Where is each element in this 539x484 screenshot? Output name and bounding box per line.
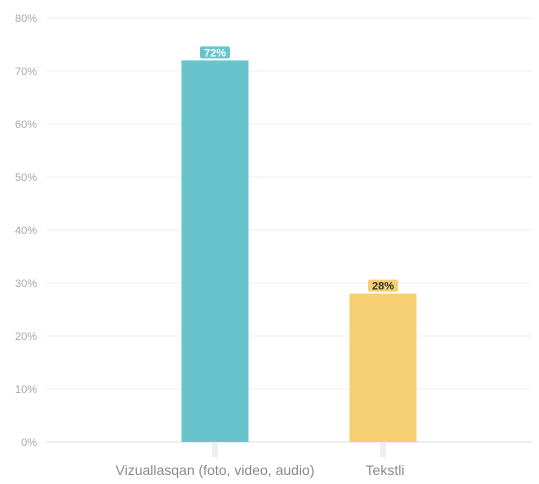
y-tick-label: 30% xyxy=(15,278,37,290)
data-label-badge xyxy=(368,279,398,292)
data-label-badge xyxy=(200,46,230,59)
bar[interactable] xyxy=(349,293,417,442)
x-axis-ticks: Vizuallasqan (foto, video, audio) Tekstli xyxy=(116,443,405,478)
y-tick-label: 60% xyxy=(15,119,37,131)
y-axis-ticks: 0% 10% 20% 30% 40% 50% 60% 70% 80% xyxy=(15,13,37,449)
y-tick-label: 50% xyxy=(15,172,37,184)
y-tick-label: 80% xyxy=(15,13,37,25)
x-category-label: Tekstli xyxy=(366,462,405,478)
y-tick-label: 0% xyxy=(21,437,37,449)
bar[interactable] xyxy=(181,60,249,443)
x-tick-mark xyxy=(212,443,218,457)
data-labels: 72% 28% xyxy=(200,46,398,293)
grid-lines xyxy=(46,17,532,443)
y-tick-label: 40% xyxy=(15,225,37,237)
data-label: 72% xyxy=(204,47,226,59)
y-tick-label: 10% xyxy=(15,384,37,396)
data-label: 28% xyxy=(372,281,394,293)
y-tick-label: 20% xyxy=(15,331,37,343)
x-tick-mark xyxy=(380,443,386,457)
y-tick-label: 70% xyxy=(15,66,37,78)
x-category-label: Vizuallasqan (foto, video, audio) xyxy=(116,462,315,478)
bars xyxy=(181,60,417,443)
